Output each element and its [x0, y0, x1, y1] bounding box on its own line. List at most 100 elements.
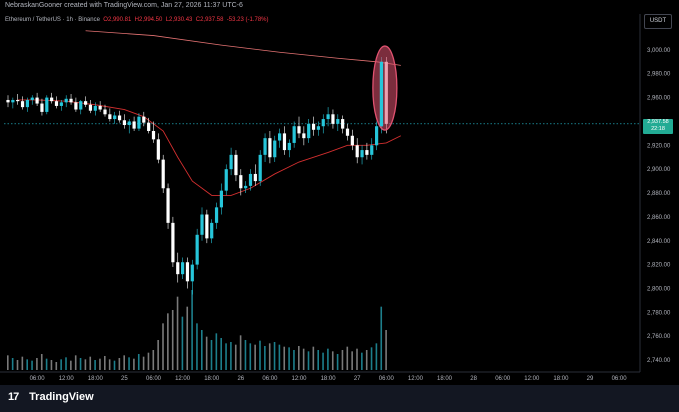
candle-body — [156, 139, 160, 160]
y-tick-label: 2,900.00 — [647, 167, 671, 173]
x-tick-label: 18:00 — [88, 376, 104, 382]
volume-bar — [171, 310, 174, 370]
last-price-tag: 2,937.58 22:18 — [643, 119, 673, 134]
candle-body — [360, 150, 364, 158]
volume-bar — [380, 306, 383, 370]
x-tick-label: 06:00 — [146, 376, 162, 382]
candle-body — [93, 105, 97, 111]
candle-body — [287, 142, 291, 151]
candle-body — [195, 234, 199, 265]
highlight-ellipse — [372, 45, 398, 131]
volume-bar — [157, 340, 159, 370]
volume-bar — [65, 357, 67, 370]
x-tick-label: 12:00 — [291, 376, 307, 382]
volume-bar — [264, 346, 266, 370]
volume-bar — [205, 336, 208, 370]
volume-bar — [327, 348, 329, 370]
candle-body — [316, 126, 320, 130]
candle-body — [244, 185, 248, 189]
x-tick-label: 06:00 — [612, 376, 628, 382]
candle-body — [103, 109, 107, 115]
x-tick-label: 29 — [587, 376, 594, 382]
tradingview-brand: TradingView — [29, 391, 94, 403]
volume-bar — [346, 346, 349, 370]
volume-bar — [244, 340, 247, 370]
candle-body — [379, 61, 384, 127]
volume-bar — [215, 333, 218, 370]
candle-body — [331, 114, 335, 124]
tradingview-logo-icon: 17 — [8, 391, 19, 403]
volume-bar — [167, 313, 169, 370]
y-tick-label: 2,740.00 — [647, 358, 671, 364]
candle-body — [127, 121, 131, 126]
volume-bar — [186, 306, 189, 370]
volume-bar — [322, 352, 324, 370]
volume-bar — [113, 360, 116, 370]
symbol-legend[interactable]: Ethereum / TetherUS · 1h · Binance O2,99… — [5, 17, 268, 23]
candle-body — [50, 97, 54, 102]
candle-body — [292, 126, 296, 143]
y-tick-label: 2,840.00 — [647, 239, 671, 245]
candle-body — [282, 133, 287, 151]
volume-bar — [50, 360, 53, 370]
volume-bar — [36, 358, 38, 370]
candle-body — [341, 119, 345, 129]
chart-credit: NebraskanGooner created with TradingView… — [5, 2, 243, 9]
open-value: O2,990.81 — [103, 17, 132, 23]
candle-body — [302, 133, 306, 139]
x-tick-label: 06:00 — [379, 376, 395, 382]
candle-body — [190, 264, 194, 282]
candle-body — [336, 119, 340, 124]
volume-bar — [312, 346, 315, 370]
candle-body — [35, 97, 39, 104]
volume-bar — [307, 351, 310, 370]
volume-bar — [16, 360, 19, 370]
candle-body — [45, 97, 49, 112]
volume-bar — [196, 323, 198, 370]
candle-body — [69, 98, 73, 103]
currency-button[interactable]: USDT — [644, 14, 672, 29]
x-tick-label: 18:00 — [204, 376, 220, 382]
volume-bar — [176, 296, 179, 370]
volume-bar — [70, 360, 72, 370]
candle-body — [132, 121, 136, 129]
volume-bar — [259, 340, 261, 370]
candle-body — [273, 140, 277, 158]
volume-bar — [60, 359, 62, 370]
candle-body — [253, 173, 257, 182]
volume-bar — [298, 346, 300, 370]
bar-countdown: 22:18 — [651, 126, 665, 132]
volume-bar — [89, 356, 92, 370]
volume-bar — [84, 359, 87, 370]
candle-body — [268, 138, 272, 158]
volume-bar — [336, 354, 339, 370]
candle-body — [365, 150, 369, 155]
tradingview-logo[interactable]: 17 TradingView — [8, 391, 94, 403]
x-tick-label: 06:00 — [262, 376, 278, 382]
candle-body — [185, 262, 190, 282]
long-ma-line — [85, 30, 401, 66]
close-value: C2,937.58 — [195, 17, 224, 23]
candle-body — [122, 120, 126, 126]
candle-body — [147, 122, 151, 131]
moving-average-line — [17, 99, 402, 196]
volume-bar — [254, 344, 256, 370]
candle-body — [176, 262, 180, 275]
x-tick-label: 26 — [237, 376, 244, 382]
candle-body — [210, 222, 214, 239]
candle-body — [113, 115, 117, 120]
candle-body — [345, 128, 350, 136]
candle-body — [214, 207, 219, 223]
volume-bar — [40, 354, 43, 370]
volume-bar — [137, 354, 140, 370]
volume-bar — [45, 358, 48, 370]
candle-body — [355, 145, 359, 158]
volume-bar — [283, 346, 286, 370]
symbol-name: Ethereum / TetherUS · 1h · Binance — [5, 17, 100, 23]
x-tick-label: 18:00 — [553, 376, 569, 382]
volume-bar — [293, 350, 295, 370]
volume-bar — [201, 330, 203, 370]
x-tick-label: 28 — [470, 376, 477, 382]
candle-body — [234, 154, 238, 176]
